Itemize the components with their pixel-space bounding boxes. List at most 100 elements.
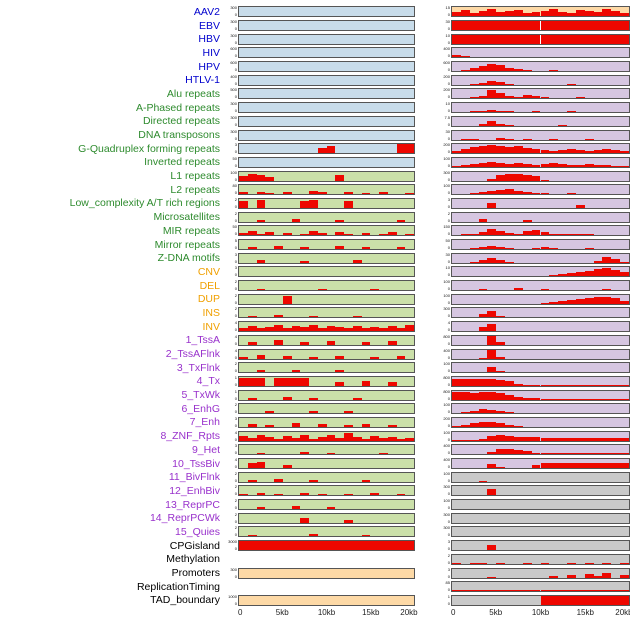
data-bar xyxy=(513,449,523,455)
x-axis-row: 0 5kb 10kb 15kb 20kb 0 5kb 10kb 15kb 20kb xyxy=(0,607,630,623)
data-bar xyxy=(505,261,514,263)
data-bar xyxy=(361,328,371,332)
right-track-panel xyxy=(451,143,630,155)
track-row: DNA transposons 300 0 30 0 xyxy=(0,128,630,142)
track-label: CNV xyxy=(197,265,220,278)
y-tick-max: 1000 xyxy=(228,593,237,599)
data-bar xyxy=(540,21,550,31)
data-bar xyxy=(567,272,576,277)
right-track-panel xyxy=(451,389,630,401)
track-row: AAV2 300 0 15 0 xyxy=(0,5,630,19)
data-bar xyxy=(593,590,603,592)
track-label: CPGisland xyxy=(169,539,220,552)
data-bar xyxy=(611,270,621,277)
y-axis-ticks: 400 0 xyxy=(225,74,238,86)
data-bar xyxy=(326,452,336,455)
y-axis-ticks: 800 0 xyxy=(437,334,451,346)
data-bar xyxy=(496,467,506,469)
y-tick-max: 100 xyxy=(443,292,450,298)
data-bar xyxy=(247,342,257,345)
data-bar xyxy=(496,230,506,236)
y-tick-zero: 0 xyxy=(447,532,450,538)
left-track-panel xyxy=(238,540,415,552)
y-axis-ticks: 30 0 xyxy=(437,129,451,141)
track-row: G-Quadruplex forming repeats 3 0 200 0 xyxy=(0,142,630,156)
data-bar xyxy=(593,97,603,99)
track-row: 8_ZNF_Rpts 4 0 100 0 xyxy=(0,429,630,443)
data-bar xyxy=(522,230,532,236)
data-bar xyxy=(531,95,541,99)
data-bar xyxy=(567,12,576,17)
track-label: 15_Quies xyxy=(175,525,220,538)
data-bar xyxy=(487,366,497,373)
data-bar xyxy=(309,541,318,551)
left-track-panel xyxy=(238,458,415,470)
data-bar xyxy=(309,533,318,537)
y-tick-max: 500 xyxy=(230,87,237,93)
right-track-panel xyxy=(451,375,630,387)
data-bar xyxy=(513,437,523,441)
data-bar xyxy=(361,342,371,345)
y-tick-zero: 0 xyxy=(447,258,450,264)
data-bar xyxy=(620,12,629,17)
y-axis-ticks: 100 0 xyxy=(437,184,451,195)
y-axis-ticks: 30 0 xyxy=(437,20,451,31)
track-row: CPGisland 3000 0 3 0 xyxy=(0,539,630,553)
track-label: L2 repeats xyxy=(170,183,220,196)
data-bar xyxy=(478,357,488,359)
track-row: L2 repeats 80 0 100 0 xyxy=(0,183,630,197)
data-bar xyxy=(584,453,594,455)
data-bar xyxy=(513,396,523,400)
y-tick-max: 100 xyxy=(443,279,450,285)
track-label: HPV xyxy=(198,60,220,73)
data-bar xyxy=(531,590,541,592)
left-track-panel xyxy=(238,74,415,86)
data-bar xyxy=(452,391,461,400)
y-axis-ticks: 800 0 xyxy=(437,375,451,387)
y-tick-max: 300 xyxy=(230,128,237,134)
data-bar xyxy=(452,21,461,31)
data-bar xyxy=(387,541,397,551)
data-bar xyxy=(487,391,497,400)
track-row: 1_TssA 4 0 800 0 xyxy=(0,334,630,348)
data-bar xyxy=(387,231,397,236)
data-bar xyxy=(478,111,488,113)
data-bar xyxy=(540,453,550,455)
track-row: 6_EnhG 2 0 100 0 xyxy=(0,402,630,416)
data-bar xyxy=(478,422,488,427)
y-tick-zero: 0 xyxy=(234,422,237,428)
y-axis-ticks xyxy=(225,581,238,592)
data-bar xyxy=(247,462,257,469)
left-track-panel xyxy=(238,444,415,456)
data-bar xyxy=(620,462,629,469)
y-axis-ticks: 15 0 xyxy=(437,6,451,17)
y-tick-zero: 0 xyxy=(447,121,450,127)
data-bar xyxy=(575,595,585,605)
data-bar xyxy=(387,341,397,345)
data-bar xyxy=(549,590,559,592)
data-bar xyxy=(593,165,603,167)
data-bar xyxy=(513,233,523,236)
y-tick-zero: 0 xyxy=(234,464,237,470)
data-bar xyxy=(396,219,406,222)
track-label: Microsatellites xyxy=(153,211,220,224)
data-bar xyxy=(496,315,506,318)
data-bar xyxy=(379,192,388,195)
data-bar xyxy=(387,325,397,332)
y-tick-zero: 0 xyxy=(234,39,237,45)
data-bar xyxy=(505,395,514,400)
left-track-panel xyxy=(238,334,415,346)
y-tick-max: 2 xyxy=(234,210,237,216)
data-bar xyxy=(396,144,406,154)
data-bar xyxy=(256,507,266,510)
y-tick-max: 300 xyxy=(230,5,237,11)
data-bar xyxy=(593,297,603,304)
right-track-panel xyxy=(451,74,630,86)
data-bar xyxy=(522,21,532,31)
data-bar xyxy=(469,562,479,564)
y-tick-max: 3 xyxy=(234,142,237,148)
track-label: 12_EnhBiv xyxy=(169,484,220,497)
